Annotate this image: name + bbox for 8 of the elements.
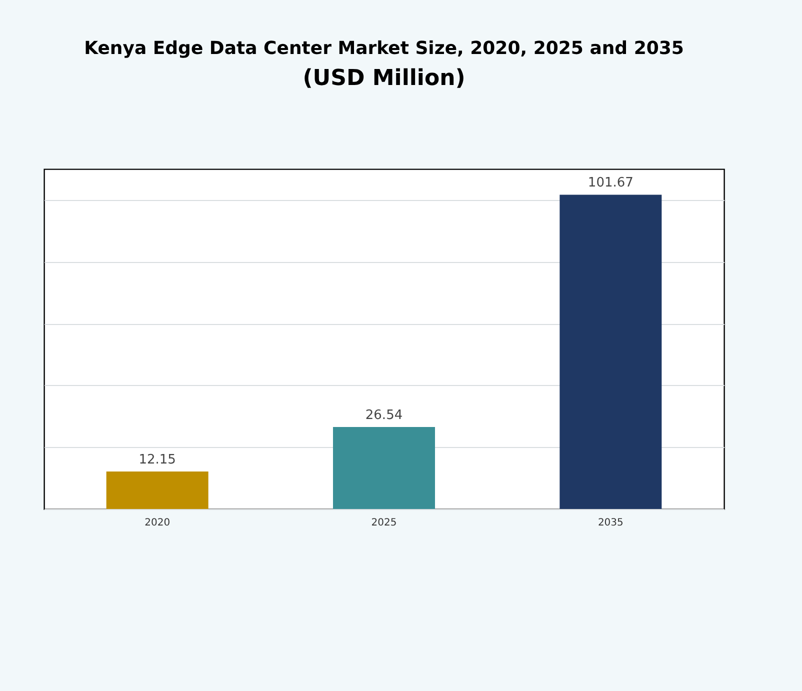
data-label: 12.15 xyxy=(138,452,176,468)
x-tick-label: 2025 xyxy=(371,518,397,528)
chart-title: Kenya Edge Data Center Market Size, 2020, 2025 and 2035 xyxy=(84,38,684,59)
x-tick-label: 2020 xyxy=(144,518,170,528)
x-tick-label: 2035 xyxy=(598,518,624,528)
data-label: 101.67 xyxy=(588,176,634,191)
chart-subtitle: (USD Million) xyxy=(302,66,466,91)
data-label: 26.54 xyxy=(365,408,403,423)
